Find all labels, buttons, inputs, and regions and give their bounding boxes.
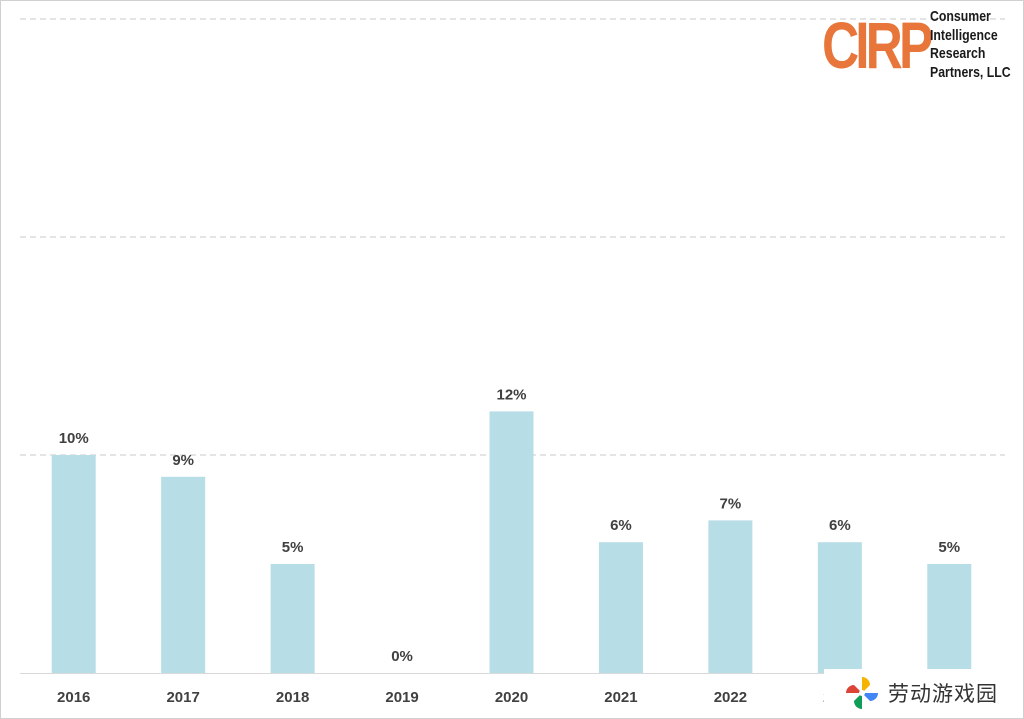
data-label-2018: 5% [282, 539, 304, 556]
data-label-2019: 0% [391, 648, 413, 665]
x-tick-label-2019: 2019 [385, 689, 418, 706]
watermark-text: 劳动游戏园 [888, 682, 998, 706]
pinwheel-icon [846, 677, 878, 709]
data-label-2017: 9% [172, 452, 194, 469]
logo-mark: CIRP [822, 8, 933, 82]
bar-2016 [51, 455, 96, 673]
data-label-2022: 7% [720, 495, 742, 512]
x-tick-label-2021: 2021 [604, 689, 637, 706]
cirp-logo: CIRP Consumer Intelligence Research Part… [822, 8, 1024, 82]
bar-2023 [817, 542, 862, 673]
data-label-2023: 6% [829, 517, 851, 534]
data-label-2021: 6% [610, 517, 632, 534]
logo-line-2: Intelligence [930, 26, 998, 44]
x-tick-label-2022: 2022 [714, 689, 747, 706]
bar-2020 [489, 411, 534, 673]
x-tick-label-2018: 2018 [276, 689, 309, 706]
bar-2022 [708, 520, 753, 673]
watermark: 劳动游戏园 [824, 669, 1022, 717]
bar-2018 [270, 564, 315, 673]
x-tick-label-2020: 2020 [495, 689, 528, 706]
logo-line-1: Consumer [930, 8, 991, 25]
data-label-2020: 12% [496, 386, 526, 403]
data-label-2016: 10% [59, 430, 89, 447]
bar-2024 [927, 564, 972, 673]
logo-company-name: Consumer Intelligence Research Partners,… [930, 8, 1011, 82]
x-tick-label-2017: 2017 [166, 689, 199, 706]
data-label-2024: 5% [938, 539, 960, 556]
logo-line-3: Research [930, 45, 986, 62]
bar-2021 [598, 542, 643, 673]
bar-2017 [161, 476, 206, 673]
logo-line-4: Partners, LLC [930, 63, 1011, 81]
x-tick-label-2016: 2016 [57, 689, 90, 706]
